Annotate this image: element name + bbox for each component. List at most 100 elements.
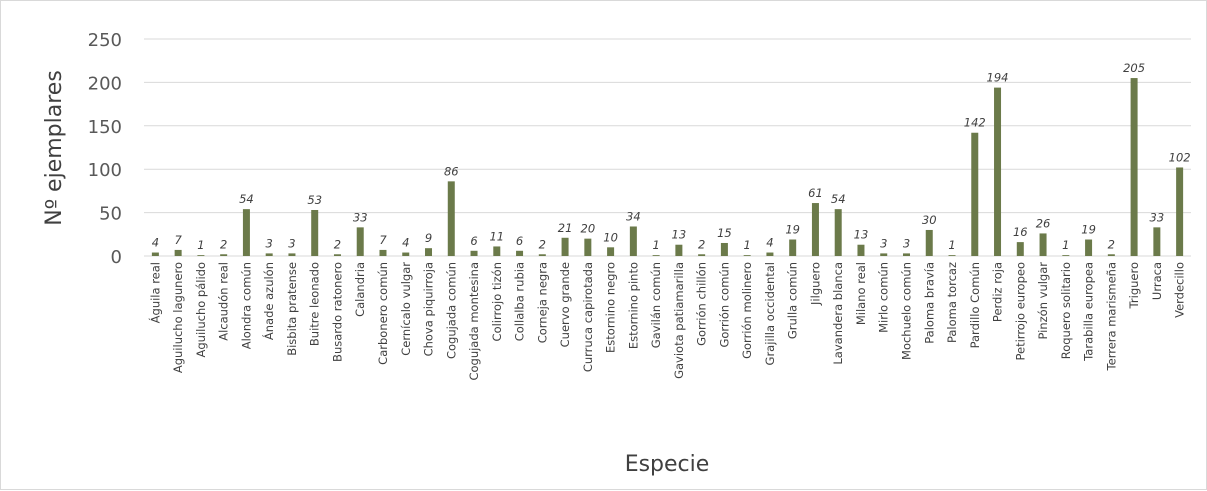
data-label: 13 — [672, 228, 687, 242]
bar — [470, 250, 478, 256]
data-label: 86 — [444, 164, 459, 178]
bar — [1039, 233, 1047, 256]
data-label: 61 — [808, 186, 823, 200]
category-label: Cuervo grande — [558, 262, 572, 347]
data-label: 54 — [831, 192, 846, 206]
bar — [538, 254, 546, 256]
category-label: Aguilucho pálido — [194, 262, 208, 358]
category-label: Aguilucho lagunero — [171, 262, 185, 373]
bar — [857, 244, 865, 256]
category-label: Carbonero común — [376, 262, 390, 365]
category-label: Alondra común — [239, 262, 253, 349]
y-axis-ticks: 0 50 100 150 200 250 — [88, 30, 122, 268]
category-label: Mochuelo común — [899, 262, 913, 360]
data-label: 4 — [152, 236, 159, 250]
category-label: Grajilla occidental — [763, 262, 777, 365]
data-label: 3 — [288, 236, 295, 250]
bar — [561, 237, 569, 256]
data-label: 1 — [197, 238, 204, 252]
data-label: 1 — [1062, 238, 1069, 252]
data-label: 3 — [880, 236, 887, 250]
bar — [1107, 254, 1115, 256]
bar — [1153, 227, 1161, 256]
data-label: 6 — [516, 234, 523, 248]
bar — [971, 132, 979, 256]
data-label: 102 — [1169, 150, 1191, 164]
data-label: 30 — [922, 213, 937, 227]
category-label: Jilguero — [808, 262, 822, 306]
bar — [675, 244, 683, 256]
bar — [1062, 255, 1070, 256]
category-label: Alcaudón real — [217, 262, 231, 341]
category-label: Estornino pinto — [626, 262, 640, 349]
bar — [994, 87, 1002, 256]
data-label: 1 — [948, 238, 955, 252]
bar — [402, 252, 410, 256]
category-label: Gorrión chillón — [695, 262, 709, 346]
bar — [743, 255, 751, 256]
category-label: Chova piquirroja — [422, 262, 436, 356]
y-tick-label: 250 — [88, 30, 122, 51]
category-label: Colirrojo tizón — [490, 262, 504, 341]
data-label: 10 — [603, 230, 618, 244]
data-label: 7 — [174, 233, 182, 247]
bar — [151, 252, 159, 256]
category-label: Perdiz roja — [991, 262, 1005, 322]
category-labels: Águila real Aguilucho lagunero Aguilucho p… — [147, 262, 1186, 381]
y-tick-label: 150 — [88, 117, 122, 138]
category-label: Cogujada montesina — [467, 262, 481, 381]
category-label: Calandria — [353, 262, 367, 317]
bar — [425, 248, 433, 256]
data-label: 16 — [1013, 225, 1028, 239]
category-label: Grulla común — [786, 262, 800, 339]
data-label: 20 — [581, 222, 596, 236]
bar — [447, 181, 455, 256]
y-tick-label: 200 — [88, 73, 122, 94]
bars — [151, 78, 1184, 256]
bar — [1176, 167, 1184, 256]
y-tick-label: 0 — [111, 247, 122, 268]
category-label: Paloma bravía — [922, 262, 936, 344]
category-label: Curruca capirotada — [581, 262, 595, 372]
bar — [265, 253, 273, 256]
bar — [333, 254, 341, 256]
category-label: Pardillo Común — [968, 262, 982, 348]
data-label: 13 — [854, 228, 869, 242]
category-label: Verdecillo — [1173, 262, 1187, 318]
data-label: 19 — [785, 223, 800, 237]
data-label: 2 — [1108, 237, 1115, 251]
data-label: 205 — [1123, 61, 1145, 75]
data-label: 4 — [766, 236, 773, 250]
data-label: 33 — [1150, 210, 1165, 224]
category-label: Buitre leonado — [308, 262, 322, 346]
gridlines — [144, 38, 1191, 257]
category-label: Mirlo común — [877, 262, 891, 333]
bar — [197, 255, 205, 256]
category-label: Busardo ratonero — [330, 262, 344, 362]
bar — [834, 209, 842, 256]
data-label: 2 — [539, 237, 546, 251]
category-label: Collalba rubia — [513, 262, 527, 341]
data-label: 26 — [1036, 216, 1051, 230]
data-label: 142 — [964, 116, 986, 130]
data-label: 34 — [626, 209, 641, 223]
y-tick-label: 50 — [99, 204, 122, 225]
data-label: 54 — [239, 192, 254, 206]
bar — [220, 254, 228, 256]
category-label: Águila real — [147, 262, 162, 323]
data-label: 2 — [334, 237, 341, 251]
data-label: 7 — [379, 233, 387, 247]
data-label: 4 — [402, 236, 409, 250]
category-label: Terrera marismeña — [1104, 262, 1118, 371]
data-label: 194 — [987, 71, 1009, 85]
data-label: 3 — [266, 236, 273, 250]
bar — [607, 247, 615, 256]
bar — [311, 209, 319, 256]
category-label: Gaviota patiamarilla — [672, 262, 686, 379]
category-label: Roquero solitario — [1059, 262, 1073, 359]
category-label: Gorrión molinero — [740, 262, 754, 359]
bar — [880, 253, 888, 256]
bar — [652, 255, 660, 256]
